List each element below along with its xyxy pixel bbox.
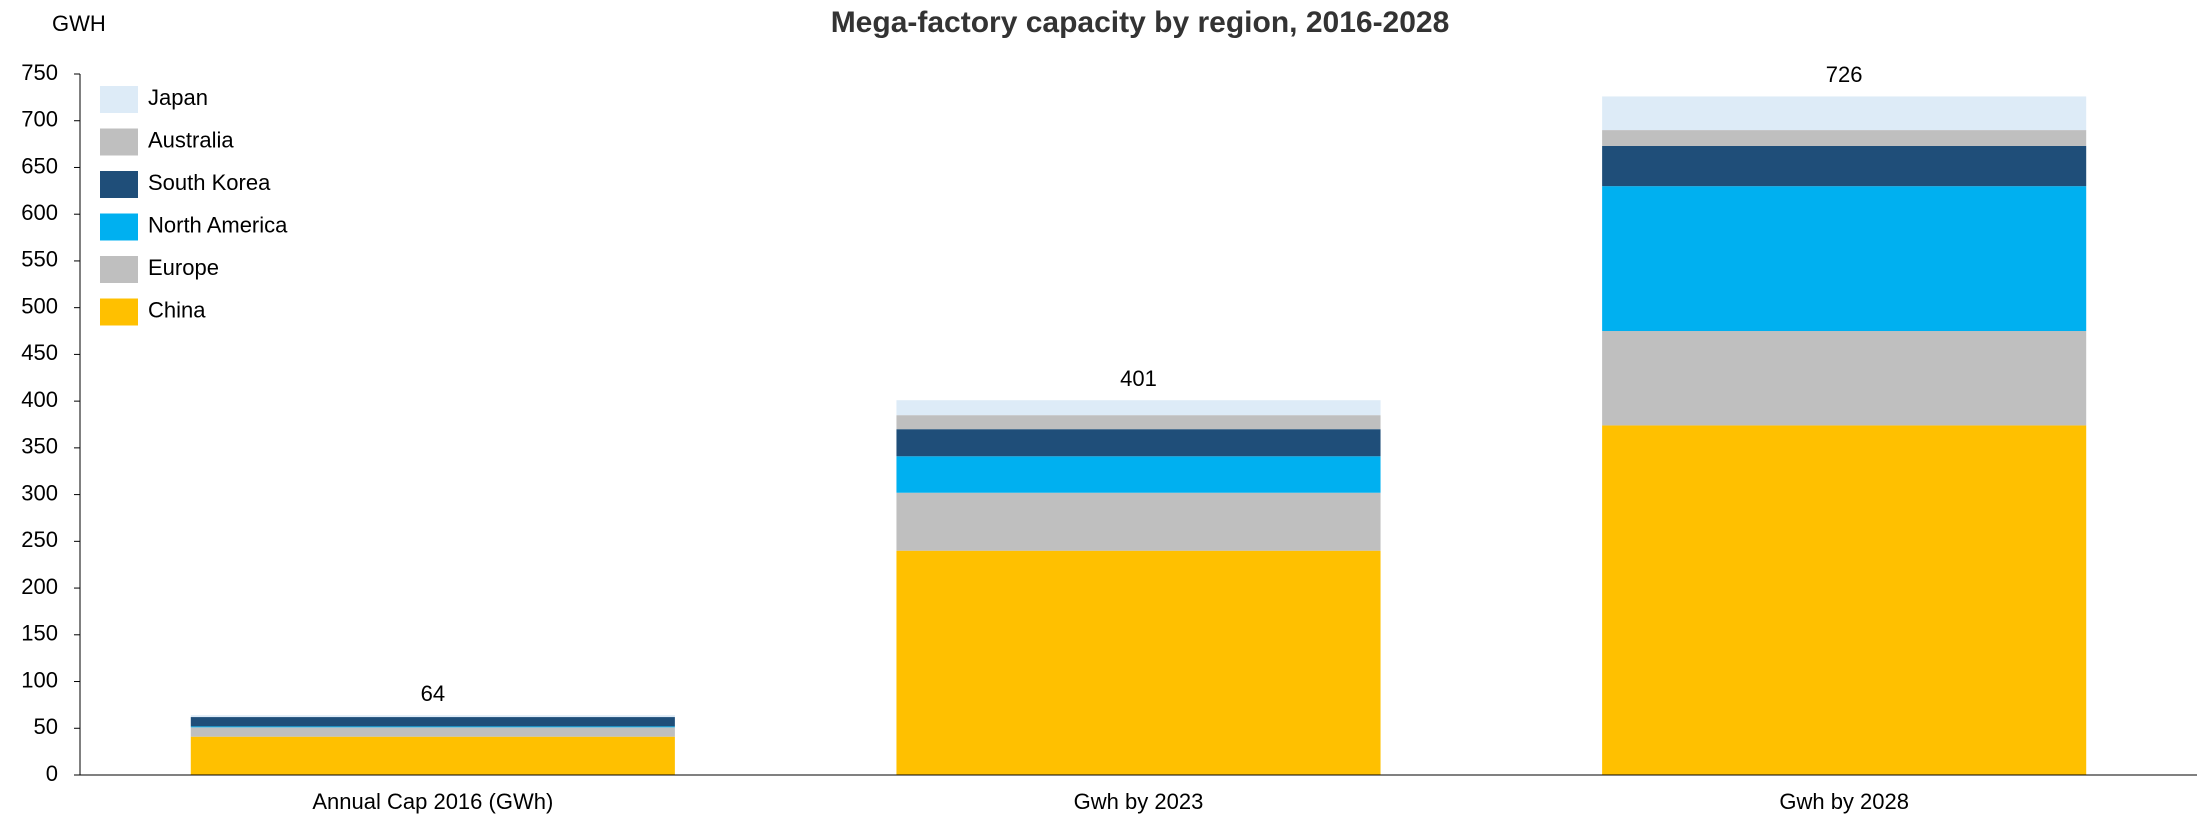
legend-swatch [100, 213, 138, 241]
legend-swatch [100, 128, 138, 156]
bar-segment [896, 429, 1381, 457]
bar-segment [1602, 145, 2087, 187]
y-tick-label: 200 [21, 574, 58, 599]
bar-segment [896, 456, 1381, 493]
y-tick-label: 100 [21, 667, 58, 692]
legend-label: Europe [148, 255, 219, 280]
y-tick-label: 550 [21, 247, 58, 272]
total-label: 64 [421, 681, 445, 706]
legend-label: Australia [148, 127, 234, 152]
total-label: 401 [1120, 366, 1157, 391]
total-label: 726 [1826, 62, 1863, 87]
legend-label: South Korea [148, 170, 271, 195]
bar-segment [1602, 96, 2087, 131]
bar-segment [190, 736, 675, 775]
y-tick-label: 650 [21, 153, 58, 178]
y-tick-label: 700 [21, 107, 58, 132]
y-tick-label: 600 [21, 200, 58, 225]
bar-segment [190, 727, 675, 737]
x-tick-label: Gwh by 2023 [1074, 789, 1204, 814]
y-tick-label: 0 [46, 761, 58, 786]
y-tick-label: 450 [21, 340, 58, 365]
bar-segment [896, 492, 1381, 551]
legend-swatch [100, 86, 138, 113]
chart-title: Mega-factory capacity by region, 2016-20… [831, 6, 1450, 39]
bar-segment [896, 415, 1381, 430]
x-tick-label: Annual Cap 2016 (GWh) [312, 789, 553, 814]
bar-segment [1602, 130, 2087, 146]
bar-segment [896, 550, 1381, 775]
legend-swatch [100, 171, 138, 198]
y-tick-label: 750 [21, 60, 58, 85]
y-tick-label: 300 [21, 480, 58, 505]
legend-swatch [100, 256, 138, 283]
legend-swatch [100, 298, 138, 326]
legend-label: China [148, 297, 206, 322]
y-tick-label: 500 [21, 293, 58, 318]
bar-segment [1602, 425, 2087, 775]
y-tick-label: 350 [21, 434, 58, 459]
bar-segment [190, 715, 675, 718]
bar-segment [190, 726, 675, 728]
y-tick-label: 250 [21, 527, 58, 552]
bar-segment [1602, 186, 2087, 332]
legend-label: Japan [148, 85, 208, 110]
bar-segment [1602, 331, 2087, 426]
x-tick-label: Gwh by 2028 [1779, 789, 1909, 814]
y-tick-label: 50 [34, 714, 58, 739]
legend-label: North America [148, 212, 288, 237]
y-tick-label: 150 [21, 621, 58, 646]
bar-segment [896, 400, 1381, 416]
y-axis-label: GWH [52, 11, 106, 36]
bar-segment [190, 717, 675, 727]
y-tick-label: 400 [21, 387, 58, 412]
